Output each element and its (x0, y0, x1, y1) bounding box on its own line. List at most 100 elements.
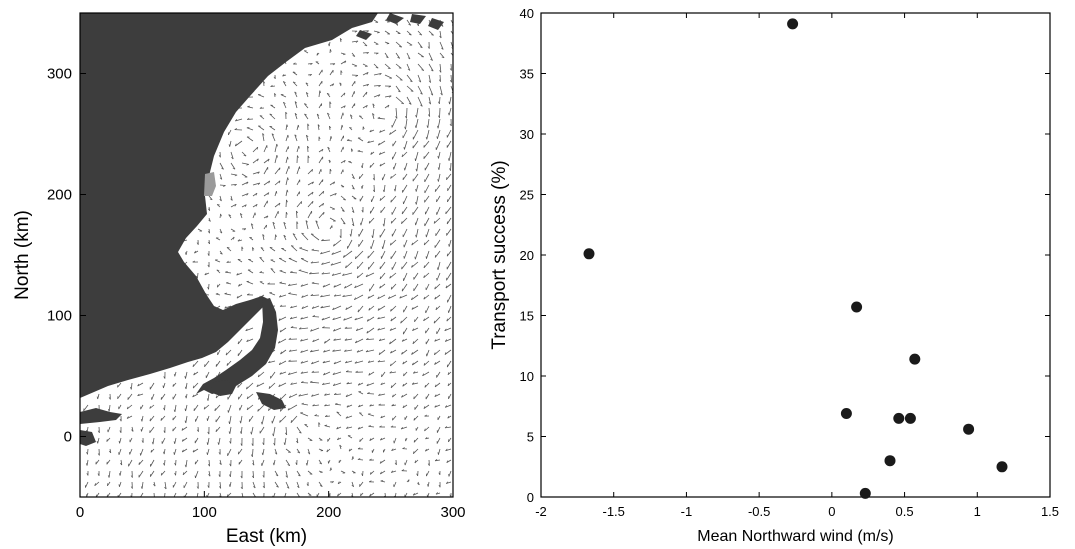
current-vector (340, 195, 346, 201)
current-vector (325, 415, 331, 417)
current-vector-head (163, 430, 166, 433)
current-vector (307, 210, 313, 219)
current-vector (379, 459, 386, 464)
current-vector (351, 52, 356, 57)
current-vector (215, 360, 221, 367)
current-vector-head (253, 486, 256, 489)
current-vector (404, 140, 408, 150)
current-vector-head (234, 143, 237, 147)
current-vector (301, 403, 309, 406)
current-vector (164, 492, 166, 497)
current-vector-head (445, 448, 448, 452)
current-vector-head (229, 463, 232, 467)
current-vector-head (410, 90, 414, 92)
current-vector (97, 393, 100, 400)
current-vector (389, 327, 397, 331)
current-vector (263, 145, 268, 153)
current-vector (118, 404, 122, 410)
current-vector (259, 426, 265, 434)
current-vector-head (226, 281, 229, 284)
current-vector-head (319, 462, 322, 465)
current-vector-head (441, 56, 445, 59)
current-vector (378, 349, 386, 356)
current-vector (296, 437, 299, 444)
current-vector-head (346, 139, 350, 141)
current-vector (360, 217, 364, 226)
current-vector (384, 74, 393, 79)
current-vector (274, 143, 278, 153)
current-vector (284, 437, 287, 445)
current-vector-head (278, 180, 281, 184)
current-vector (279, 257, 287, 263)
current-vector (318, 202, 324, 208)
current-vector (380, 250, 386, 259)
current-vector (330, 261, 342, 266)
current-vector-head (300, 339, 303, 342)
current-vector-head (269, 113, 273, 116)
current-vector (274, 155, 278, 164)
current-vector (332, 371, 342, 375)
scatter-point (583, 248, 595, 260)
current-vector (268, 382, 276, 389)
current-vector (373, 184, 375, 192)
current-vector (285, 448, 291, 453)
current-vector (345, 360, 353, 364)
current-vector-head (228, 431, 231, 434)
current-vector (434, 294, 441, 300)
current-vector-head (224, 292, 228, 295)
current-vector (401, 283, 408, 292)
current-vector-head (246, 407, 249, 410)
current-vector-head (162, 385, 164, 389)
current-vector (334, 393, 342, 395)
current-vector (237, 448, 243, 455)
current-vector-head (400, 320, 402, 324)
current-vector (137, 393, 144, 397)
current-vector-head (357, 458, 361, 460)
current-vector-head (365, 274, 368, 277)
current-vector (423, 140, 430, 148)
current-vector (391, 206, 397, 215)
current-vector-head (334, 402, 338, 405)
current-vector (358, 173, 364, 180)
current-vector (373, 73, 382, 76)
current-vector (359, 437, 364, 443)
current-vector (402, 382, 408, 387)
current-vector-head (262, 475, 265, 478)
current-vector-head (214, 408, 216, 411)
current-vector (149, 426, 155, 434)
current-vector-head (244, 204, 247, 207)
current-vector (257, 371, 265, 378)
current-vector (285, 146, 289, 153)
current-vector-head (369, 493, 372, 497)
current-vector (259, 115, 265, 120)
current-vector-head (290, 420, 292, 423)
current-vector-head (437, 167, 440, 170)
current-vector (447, 184, 452, 192)
current-vector-head (185, 252, 187, 255)
current-vector (236, 294, 243, 299)
current-vector (299, 327, 309, 330)
current-vector-head (296, 221, 299, 224)
current-vector-head (285, 432, 287, 436)
current-vector (392, 140, 397, 147)
current-vector (351, 195, 357, 200)
current-vector (322, 283, 331, 288)
current-vector (417, 85, 423, 95)
scatter-plot-frame (540, 12, 1051, 498)
current-vector (279, 294, 287, 298)
current-vector (401, 151, 408, 158)
current-vector-head (174, 472, 176, 476)
current-vector-head (290, 382, 293, 385)
current-vector-head (160, 418, 162, 421)
current-vector (307, 437, 313, 441)
current-vector (414, 250, 419, 260)
current-vector (219, 162, 224, 170)
current-vector-head (224, 306, 227, 309)
current-vector (333, 382, 342, 386)
current-vector-head (344, 60, 347, 64)
current-vector-head (267, 282, 270, 285)
scatter-point (963, 423, 975, 435)
current-vector (412, 206, 419, 215)
current-vector (237, 382, 243, 388)
current-vector (444, 349, 452, 355)
